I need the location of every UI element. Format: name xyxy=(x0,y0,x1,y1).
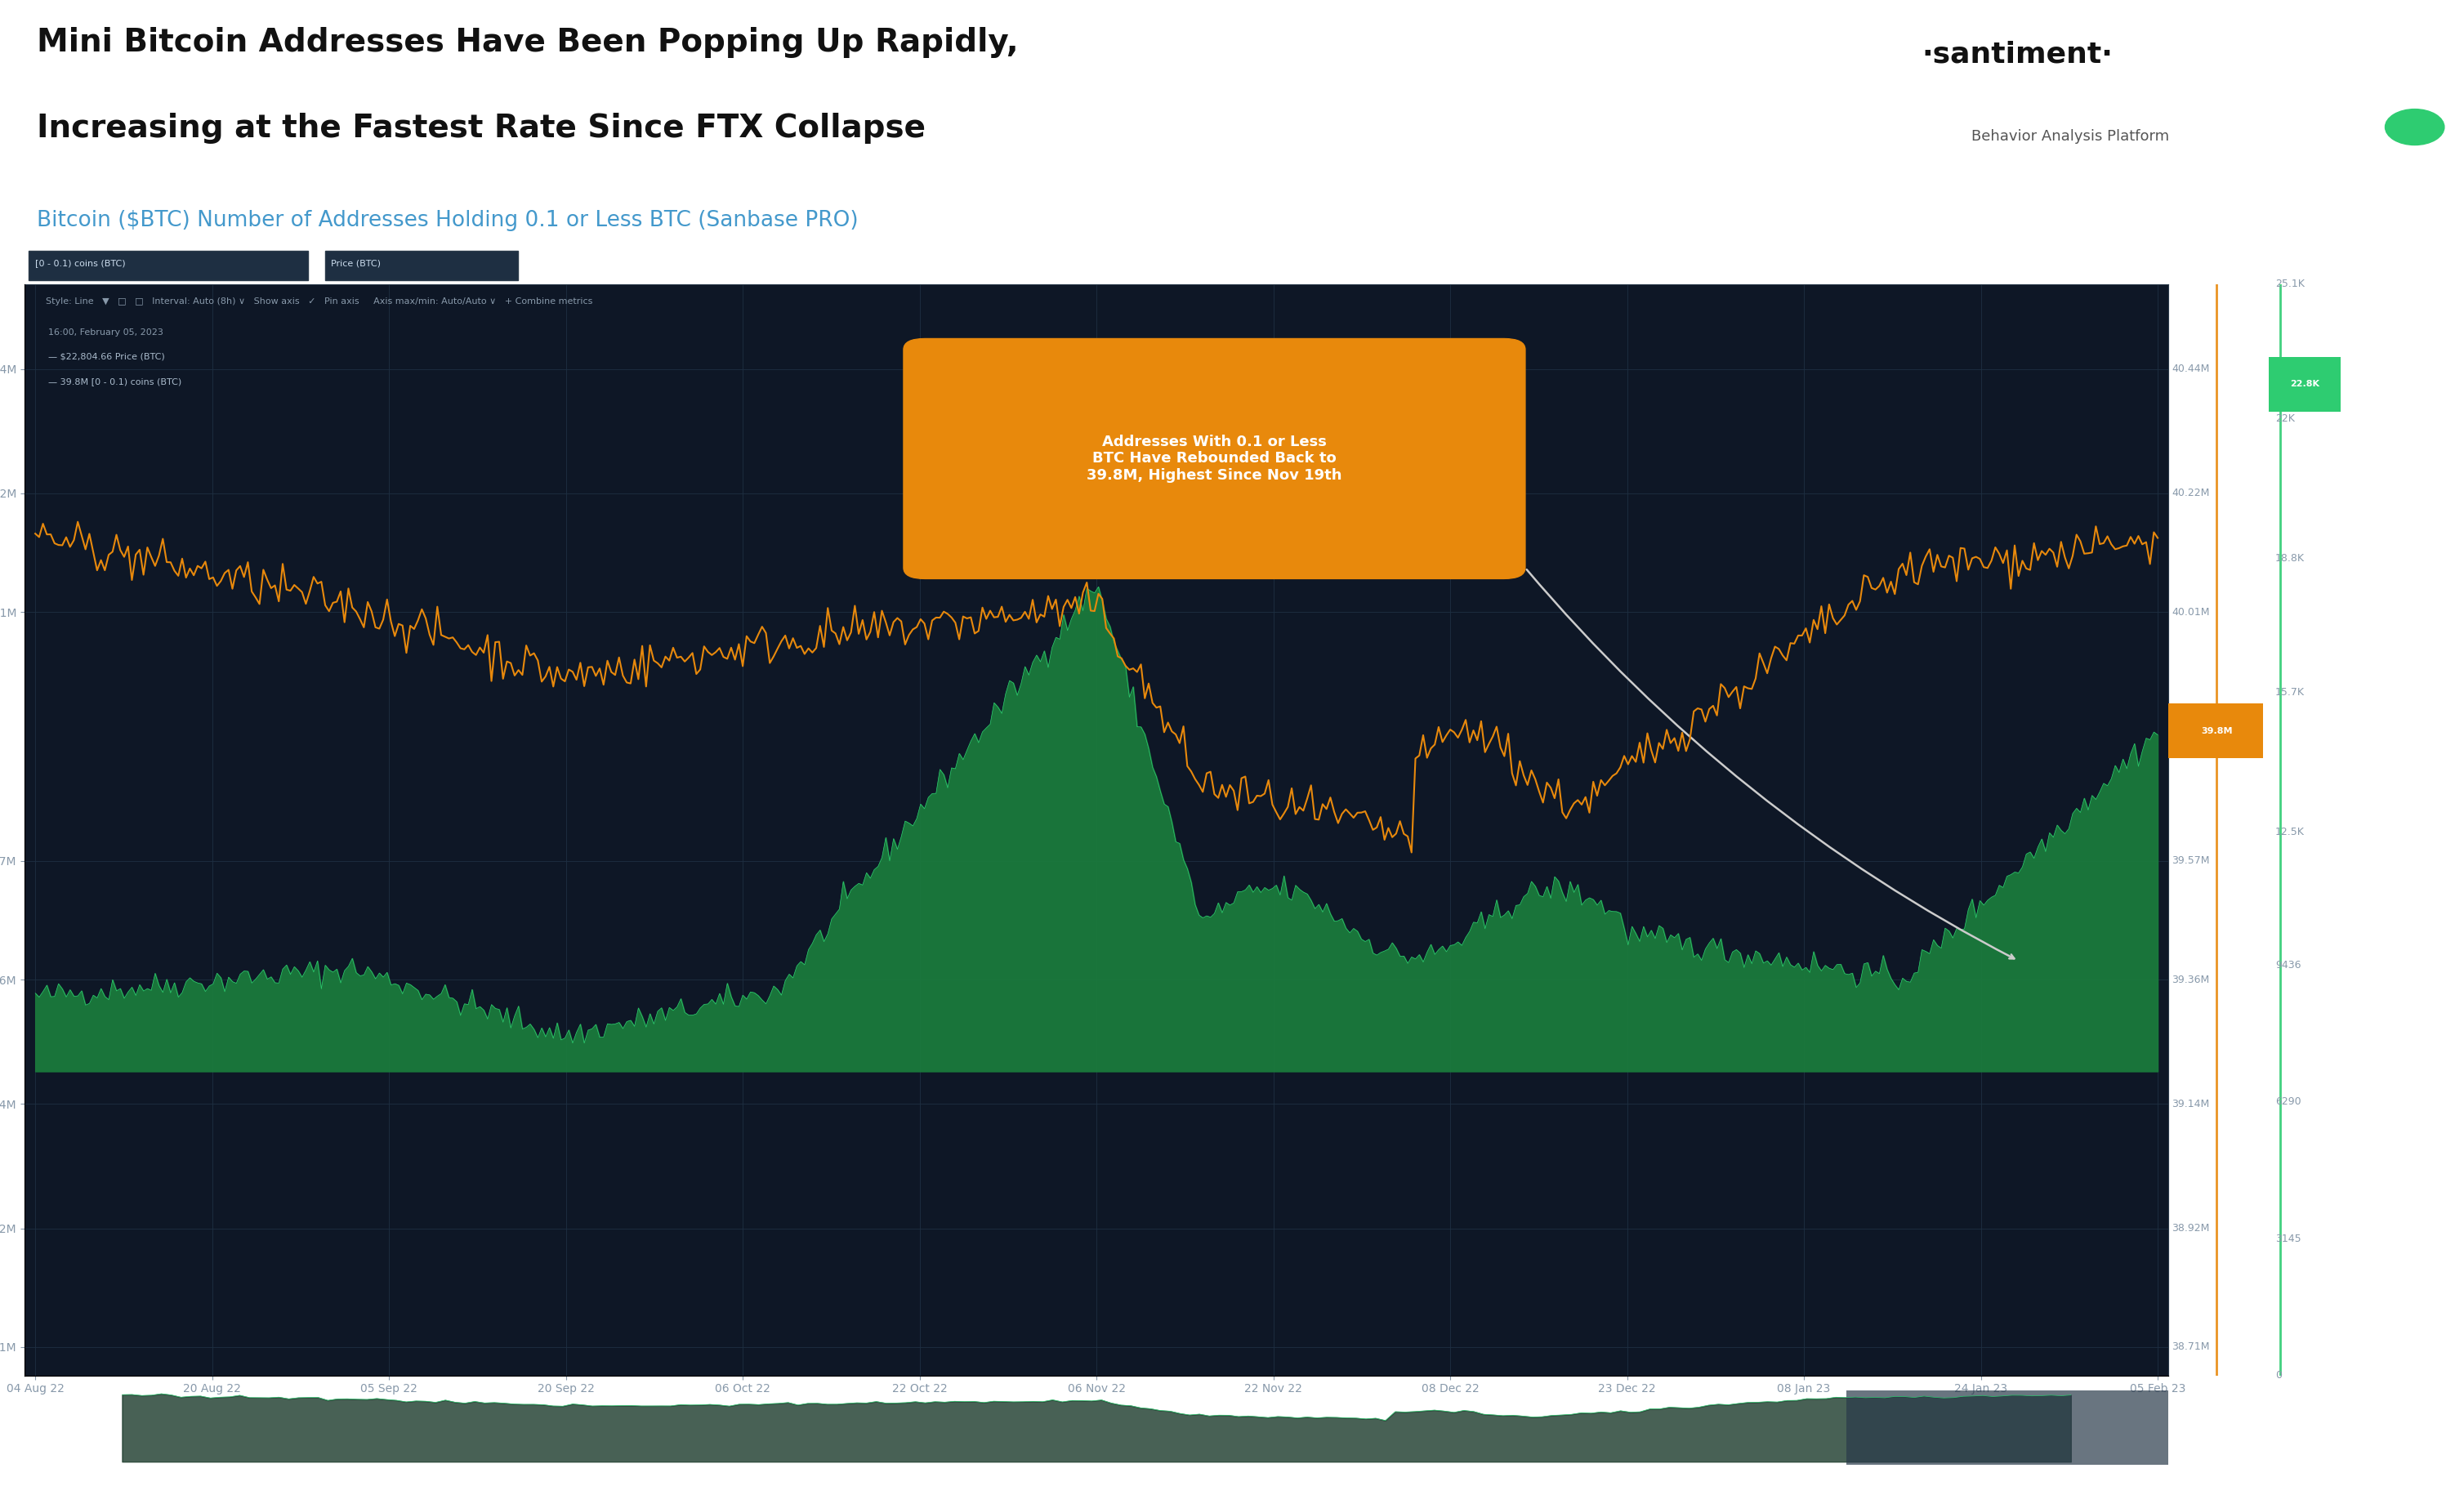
Bar xyxy=(2269,357,2341,411)
Text: 39.14M: 39.14M xyxy=(2171,1099,2210,1109)
Text: Addresses With 0.1 or Less
BTC Have Rebounded Back to
39.8M, Highest Since Nov 1: Addresses With 0.1 or Less BTC Have Rebo… xyxy=(1087,435,1343,483)
Text: 15.7K: 15.7K xyxy=(2274,688,2304,698)
Text: 6290: 6290 xyxy=(2274,1097,2301,1108)
Bar xyxy=(325,250,517,280)
Text: Style: Line   ▼   □   □   Interval: Auto (8h) ∨   Show axis   ✓   Pin axis     A: Style: Line ▼ □ □ Interval: Auto (8h) ∨ … xyxy=(47,298,594,305)
FancyBboxPatch shape xyxy=(904,339,1525,579)
Text: Bitcoin ($BTC) Number of Addresses Holding 0.1 or Less BTC (Sanbase PRO): Bitcoin ($BTC) Number of Addresses Holdi… xyxy=(37,209,857,232)
Text: 12.5K: 12.5K xyxy=(2274,827,2304,837)
Text: 39.8M: 39.8M xyxy=(2200,727,2232,736)
Text: [0 - 0.1) coins (BTC): [0 - 0.1) coins (BTC) xyxy=(34,260,126,268)
Text: — 39.8M [0 - 0.1) coins (BTC): — 39.8M [0 - 0.1) coins (BTC) xyxy=(49,377,182,386)
Text: Behavior Analysis Platform: Behavior Analysis Platform xyxy=(1971,129,2168,144)
Bar xyxy=(2168,704,2262,758)
Text: 18.8K: 18.8K xyxy=(2274,553,2304,564)
Text: 40.22M: 40.22M xyxy=(2171,487,2210,499)
Text: 39.57M: 39.57M xyxy=(2171,855,2210,866)
Text: 38.71M: 38.71M xyxy=(2171,1343,2210,1353)
Text: 39.36M: 39.36M xyxy=(2171,975,2210,985)
Bar xyxy=(30,250,308,280)
Text: 25.1K: 25.1K xyxy=(2274,278,2304,290)
Text: 22K: 22K xyxy=(2274,414,2294,425)
Text: 40.01M: 40.01M xyxy=(2171,607,2210,617)
Text: 40.44M: 40.44M xyxy=(2171,363,2210,374)
Text: 16:00, February 05, 2023: 16:00, February 05, 2023 xyxy=(49,327,163,336)
Text: ·santiment·: ·santiment· xyxy=(1922,40,2114,69)
Text: 9436: 9436 xyxy=(2274,960,2301,970)
Text: 0: 0 xyxy=(2274,1369,2282,1381)
Circle shape xyxy=(2385,109,2444,145)
Bar xyxy=(1846,1390,2168,1465)
Text: — $22,804.66 Price (BTC): — $22,804.66 Price (BTC) xyxy=(49,353,165,360)
Text: 3145: 3145 xyxy=(2274,1233,2301,1244)
Text: 22.8K: 22.8K xyxy=(2289,380,2319,389)
Text: Price (BTC): Price (BTC) xyxy=(330,260,382,268)
Text: 38.92M: 38.92M xyxy=(2171,1223,2210,1233)
Text: Mini Bitcoin Addresses Have Been Popping Up Rapidly,: Mini Bitcoin Addresses Have Been Popping… xyxy=(37,27,1018,58)
Text: Increasing at the Fastest Rate Since FTX Collapse: Increasing at the Fastest Rate Since FTX… xyxy=(37,114,926,144)
